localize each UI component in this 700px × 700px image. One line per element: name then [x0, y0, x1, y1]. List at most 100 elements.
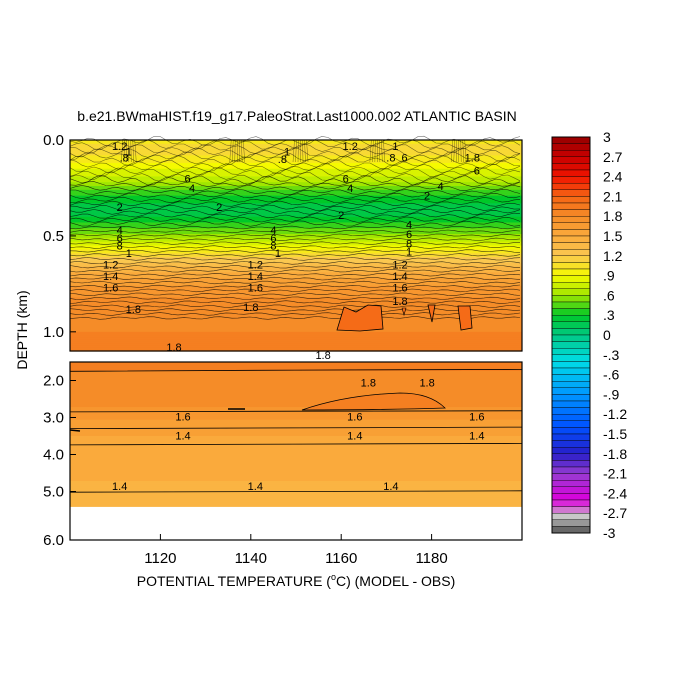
contour-label: 4 — [406, 219, 412, 231]
contour-label: 1.4 — [248, 481, 263, 493]
color-band — [70, 233, 522, 237]
colorbar-bin — [551, 282, 591, 290]
color-band — [70, 495, 522, 498]
colorbar-bin — [551, 341, 591, 349]
lower-blank-band — [70, 516, 522, 540]
color-band — [70, 299, 522, 302]
color-band — [70, 450, 522, 453]
contour-label: 1.8 — [392, 296, 407, 308]
color-band — [70, 235, 522, 239]
contour-line — [69, 296, 521, 301]
surface-streak — [123, 139, 126, 163]
color-band — [70, 295, 522, 298]
color-band — [70, 414, 522, 417]
colorbar-bin — [551, 447, 591, 455]
contour-label: 1.8 — [465, 152, 480, 164]
color-band — [70, 466, 522, 470]
surface-streak — [302, 139, 304, 163]
color-band — [70, 170, 522, 174]
color-band — [70, 245, 522, 249]
color-band — [70, 264, 522, 268]
color-band — [70, 371, 522, 374]
color-band — [70, 201, 522, 204]
color-band — [70, 258, 522, 262]
color-band — [70, 412, 522, 415]
colorbar-label: -2.4 — [603, 485, 627, 501]
colorbar-bin — [551, 519, 591, 527]
colorbar-bin — [551, 156, 591, 164]
color-band — [70, 497, 522, 500]
colorbar-label: 3 — [603, 129, 611, 145]
lower-panel: 1.8 1.8 1.6 1.6 1.6 1.4 1.4 1.4 1.4 1.4 1.4 2.0 3.0… — [43, 361, 523, 567]
color-band — [70, 435, 522, 439]
color-band — [70, 174, 522, 178]
surface-streak — [379, 139, 381, 163]
x-tick-label: 1140 — [235, 550, 267, 567]
colorbar-label: -.9 — [603, 386, 620, 402]
surface-streak — [374, 139, 376, 163]
contour-label: 6 — [474, 166, 480, 178]
surface-streak — [240, 139, 243, 163]
color-band — [70, 216, 522, 220]
color-band — [70, 365, 522, 369]
contour-line — [69, 159, 521, 170]
color-band — [70, 401, 522, 405]
colorbar-label: 2.1 — [603, 188, 623, 204]
color-band — [70, 425, 522, 428]
colorbar-label: -1.2 — [603, 406, 627, 422]
color-band — [70, 326, 522, 329]
color-band — [70, 396, 522, 399]
color-band — [70, 502, 522, 506]
color-band — [70, 320, 522, 323]
contour-line — [69, 170, 521, 182]
colorbar-bin — [551, 387, 591, 395]
surface-streak — [295, 139, 297, 163]
colorbar-bin — [551, 381, 591, 389]
color-band — [70, 349, 522, 352]
colorbar-bin — [551, 526, 591, 534]
contour-label: 8 — [117, 241, 123, 253]
colorbar-bin — [551, 414, 591, 422]
color-band — [70, 322, 522, 325]
contour-line — [69, 253, 521, 257]
colorbar-bin — [551, 242, 591, 250]
color-band — [70, 193, 522, 197]
color-band — [70, 161, 522, 164]
color-band — [70, 168, 522, 172]
contour-line — [69, 147, 521, 158]
lower-panel-frame — [69, 361, 523, 541]
color-band — [70, 394, 522, 397]
contour-label: .8 — [120, 152, 129, 164]
color-band — [70, 459, 522, 462]
color-band — [70, 157, 522, 160]
contour-label: 1.4 — [112, 481, 127, 493]
color-band — [70, 140, 522, 143]
contour-label: 1 — [284, 147, 290, 159]
colorbar-bin — [551, 493, 591, 501]
contour-label: 4 — [438, 181, 444, 193]
contour-line — [69, 237, 521, 241]
upper-contour-lines — [69, 135, 521, 320]
colorbar-bin — [551, 400, 591, 408]
colorbar-bin — [551, 235, 591, 243]
colorbar-bin — [551, 348, 591, 356]
color-band — [70, 331, 522, 335]
color-band — [70, 475, 522, 479]
contour-line — [69, 490, 523, 493]
color-band — [70, 187, 522, 191]
contour-line — [69, 196, 521, 204]
y-tick-label: 0.5 — [43, 228, 64, 245]
contour-line — [69, 155, 521, 167]
surface-streak — [372, 139, 374, 163]
contour-line — [69, 143, 521, 155]
x-axis-label-suffix: C) (MODEL - OBS) — [336, 573, 455, 589]
colorbar-label: -3 — [603, 525, 616, 541]
color-band — [70, 491, 522, 495]
color-band — [70, 178, 522, 181]
color-band — [70, 226, 522, 229]
contour-line — [69, 216, 521, 223]
colorbar-bin — [551, 301, 591, 309]
color-band — [70, 247, 522, 250]
